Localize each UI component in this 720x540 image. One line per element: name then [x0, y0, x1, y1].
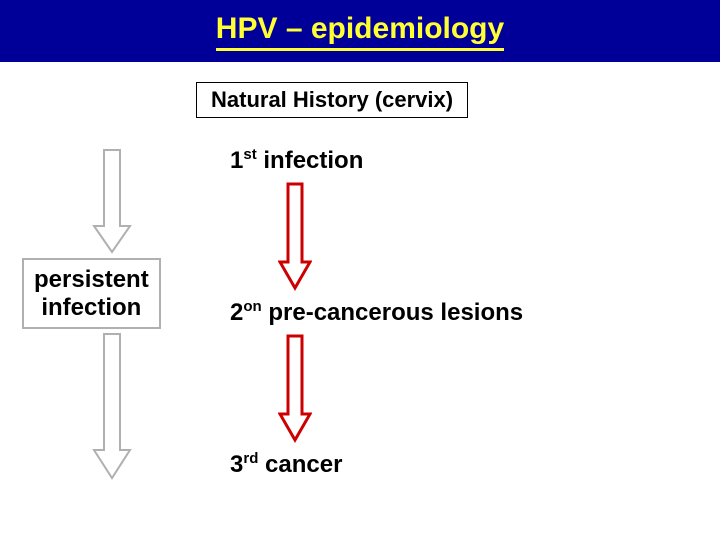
stage-2-ord: 2	[230, 299, 243, 326]
side-line1: persistent	[34, 266, 149, 294]
title-text-span: HPV – epidemiology	[216, 12, 504, 45]
gray-arrow-2	[92, 332, 132, 482]
stage-1-sup: st	[243, 146, 256, 163]
stage-3-label: 3rd cancer	[230, 450, 342, 479]
stage-3-text: cancer	[258, 451, 342, 478]
stage-2-sup: on	[243, 298, 261, 315]
title-bar: HPV – epidemiology	[0, 0, 720, 62]
persistent-infection-box: persistent infection	[22, 258, 161, 329]
stage-1-text: infection	[257, 147, 364, 174]
subtitle-text: Natural History (cervix)	[211, 87, 453, 112]
stage-3-ord: 3	[230, 451, 243, 478]
red-arrow-1	[278, 182, 312, 292]
red-arrow-2	[278, 334, 312, 444]
side-line2: infection	[34, 294, 149, 322]
stage-1-ord: 1	[230, 147, 243, 174]
stage-3-sup: rd	[243, 450, 258, 467]
stage-1-label: 1st infection	[230, 146, 363, 175]
gray-arrow-1	[92, 148, 132, 256]
subtitle-box: Natural History (cervix)	[196, 82, 468, 118]
stage-2-text: pre-cancerous lesions	[262, 299, 523, 326]
page-title: HPV – epidemiology	[216, 12, 504, 51]
stage-2-label: 2on pre-cancerous lesions	[230, 298, 523, 327]
